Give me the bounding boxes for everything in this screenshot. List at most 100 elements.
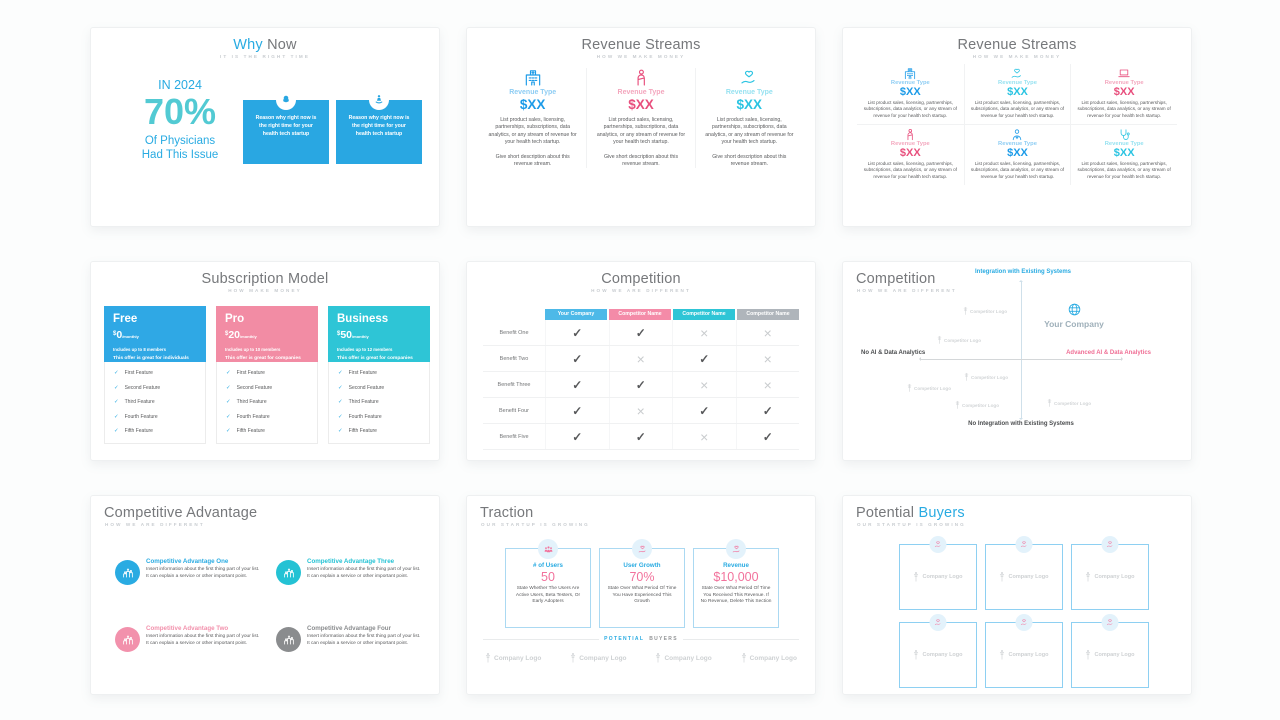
plan-feature: Fourth Feature — [338, 410, 420, 425]
slide-title: Competition — [856, 271, 936, 287]
advantage-text: Competitive Advantage Four Insert inform… — [307, 625, 428, 648]
users-icon — [538, 539, 558, 559]
advantage-title: Competitive Advantage Three — [307, 558, 395, 565]
revenue-column: Revenue Type $XX List product sales, lic… — [479, 68, 586, 168]
price-currency: $ — [337, 331, 341, 337]
revenue-type-label: Revenue Type — [890, 140, 930, 147]
revenue-type-label: Revenue Type — [890, 80, 930, 86]
plan-includes-label: Includes: — [225, 365, 244, 370]
benefit-label: Benefit Three — [497, 381, 531, 388]
revenue-columns: Revenue Type $XX List product sales, lic… — [479, 68, 803, 169]
vertical-axis — [1019, 280, 1023, 420]
mark-cell — [545, 372, 609, 397]
slide-competition-map[interactable]: Competition HOW WE ARE DIFFERENT Integra… — [842, 261, 1192, 461]
buyer-logo: Company Logo — [741, 652, 797, 664]
buyer-logos-row: Company Logo Company Logo Company Logo C… — [485, 652, 797, 664]
mark-cell — [735, 424, 800, 449]
reason-card: Reason why right now is the right time f… — [243, 90, 329, 164]
revenue-amount: $XX — [899, 146, 921, 159]
hand-heart-icon — [1101, 536, 1119, 553]
company-logo-placeholder: Company Logo — [900, 623, 976, 687]
competitor-logo-label: Competitor Logo — [914, 385, 951, 391]
pricing-plan-pro: Pro $20/monthly Includes up to 10 member… — [216, 306, 318, 444]
potential-buyers-divider: POTENTIAL BUYERS — [483, 636, 799, 642]
plan-name: Free — [113, 313, 138, 325]
divider-line — [483, 638, 600, 640]
slide-why-now[interactable]: Why Now IT IS THE RIGHT TIME IN 2024 70%… — [90, 27, 440, 227]
slide-title: Competition — [601, 271, 681, 287]
buyer-card: Company Logo — [1071, 536, 1149, 610]
slide-competitive-advantage[interactable]: Competitive Advantage HOW WE ARE DIFFERE… — [90, 495, 440, 695]
slide-subtitle: HOW WE ARE DIFFERENT — [591, 288, 691, 293]
podium-icon — [115, 627, 140, 652]
buyer-logo: Company Logo — [570, 652, 627, 664]
company-logo-label: Company Logo — [749, 654, 797, 662]
plan-offer: This offer is great for individuals — [113, 356, 189, 361]
column-header-competitor: Competitor Name — [737, 309, 799, 320]
mark-cell — [672, 424, 736, 449]
caduceus-icon — [1047, 398, 1052, 408]
mark-cell — [545, 320, 609, 345]
revenue-amount: $XX — [736, 97, 763, 112]
mark-cell — [608, 346, 673, 371]
metric-card-revenue: Revenue $10,000 State Over What Period O… — [693, 539, 779, 628]
stethoscope-icon — [1077, 128, 1171, 141]
slide-revenue-streams-6[interactable]: Revenue Streams HOW WE MAKE MONEY Revenu… — [842, 27, 1192, 227]
revenue-type-label: Revenue Type — [509, 89, 557, 96]
revenue-cell: Revenue Type $XX List product sales, lic… — [857, 123, 964, 185]
mark-cell — [735, 346, 800, 371]
revenue-description: List product sales, licensing, partnersh… — [596, 117, 686, 146]
price-value: 20 — [228, 329, 241, 341]
caduceus-icon — [999, 649, 1005, 661]
table-row: Benefit Three — [483, 372, 799, 398]
plan-features: First Feature Second Feature Third Featu… — [105, 362, 205, 443]
plan-feature: Third Feature — [114, 395, 196, 410]
company-logo-label: Company Logo — [922, 652, 963, 658]
benefit-label: Benefit Five — [499, 433, 529, 440]
hospital-icon — [488, 68, 577, 87]
benefit-label: Benefit One — [499, 329, 529, 336]
metric-label: Revenue — [723, 562, 749, 569]
slide-traction[interactable]: Traction OUR STARTUP IS GROWING # of Use… — [466, 495, 816, 695]
column-header-competitor: Competitor Name — [673, 309, 735, 320]
revenue-grid: Revenue Type $XX List product sales, lic… — [857, 64, 1177, 185]
mark-cell — [608, 320, 673, 345]
horizontal-axis — [919, 357, 1123, 361]
hand-heart-icon — [726, 539, 746, 559]
company-logo-label: Company Logo — [922, 574, 963, 580]
hospital-icon — [863, 67, 958, 80]
revenue-description: List product sales, licensing, partnersh… — [863, 160, 957, 179]
table-row: Benefit Two — [483, 346, 799, 372]
patient-icon — [863, 128, 958, 141]
pricing-plan-business: Business $50/monthly Includes up to 12 m… — [328, 306, 430, 444]
competitor-marker: Competitor Logo — [937, 335, 981, 345]
slide-subtitle: OUR STARTUP IS GROWING — [857, 522, 966, 527]
caduceus-icon — [964, 372, 969, 382]
slide-revenue-streams-3[interactable]: Revenue Streams HOW WE MAKE MONEY Revenu… — [466, 27, 816, 227]
buyer-logo: Company Logo — [655, 652, 712, 664]
plan-feature: Fifth Feature — [226, 424, 308, 439]
table-row: Benefit Four — [483, 398, 799, 424]
mark-cell — [545, 424, 609, 449]
stat-value: 70% — [143, 91, 217, 132]
benefit-label: Benefit Two — [499, 355, 529, 362]
stat-context: IN 2024 — [158, 78, 202, 92]
slide-potential-buyers[interactable]: Potential Buyers OUR STARTUP IS GROWING … — [842, 495, 1192, 695]
slide-competition-table[interactable]: Competition HOW WE ARE DIFFERENT Your Co… — [466, 261, 816, 461]
revenue-amount: $XX — [1007, 146, 1028, 159]
buyer-logo: Company Logo — [485, 652, 541, 664]
buyer-card: Company Logo — [899, 614, 977, 688]
revenue-note: Give short description about this revenu… — [712, 153, 787, 167]
revenue-amount: $XX — [1113, 86, 1135, 98]
hand-heart-icon — [1015, 614, 1033, 631]
price-value: 50 — [340, 329, 353, 341]
slide-subtitle: HOW WE MAKE MONEY — [596, 54, 686, 59]
plan-members: Includes up to 12 members — [337, 347, 393, 352]
revenue-type-label: Revenue Type — [998, 80, 1037, 86]
caduceus-icon — [913, 649, 919, 661]
axis-label-right: Advanced AI & Data Analytics — [1066, 350, 1151, 356]
axis-label-bottom: No Integration with Existing Systems — [968, 421, 1074, 427]
revenue-column: Revenue Type $XX List product sales, lic… — [694, 68, 803, 169]
slide-subscription-model[interactable]: Subscription Model HOW MAKE MONEY Free $… — [90, 261, 440, 461]
company-logo-label: Company Logo — [1008, 574, 1049, 580]
